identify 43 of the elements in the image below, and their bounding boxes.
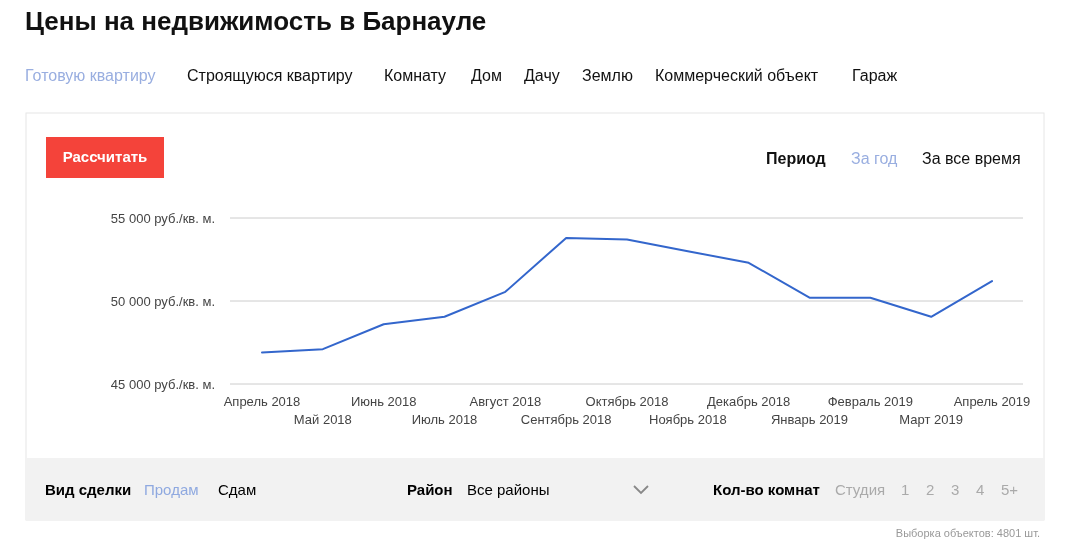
text: Комнату xyxy=(384,67,447,84)
x-tick-label: Март 2019 xyxy=(899,412,963,427)
text: Студия xyxy=(835,481,886,498)
calculate-button: Рассчитать xyxy=(46,137,164,178)
text: Дом xyxy=(471,67,502,84)
x-tick-label: Апрель 2018 xyxy=(223,394,301,409)
text: Готовую квартиру xyxy=(25,67,156,84)
text: Кол-во комнат xyxy=(713,481,820,498)
text: 3 xyxy=(951,481,960,498)
text: Период xyxy=(766,150,826,167)
x-tick-label: Август 2018 xyxy=(469,394,542,409)
y-tick-label: 45 000 руб./кв. м. xyxy=(110,376,215,392)
x-tick-label: Ноябрь 2018 xyxy=(649,412,727,427)
x-tick-label: Сентябрь 2018 xyxy=(520,412,612,427)
text: Выборка объектов: 4801 шт. xyxy=(895,527,1040,539)
text: За все время xyxy=(922,150,1021,167)
text: Дачу xyxy=(524,67,560,84)
text: Все районы xyxy=(467,481,550,498)
text: Вид сделки xyxy=(45,481,132,498)
text: Землю xyxy=(582,67,633,84)
x-tick-label: Июнь 2018 xyxy=(350,394,417,409)
x-tick-label: Май 2018 xyxy=(293,412,352,427)
chart-title: Цены на недвижимость в Барнауле xyxy=(25,6,487,36)
x-tick-label: Октябрь 2018 xyxy=(585,394,669,409)
x-tick-label: Январь 2019 xyxy=(770,412,849,427)
x-tick-label: Апрель 2019 xyxy=(953,394,1031,409)
x-tick-label: Июль 2018 xyxy=(411,412,478,427)
y-tick-label: 50 000 руб./кв. м. xyxy=(110,293,215,309)
y-tick-label: 55 000 руб./кв. м. xyxy=(110,210,215,226)
text: Гараж xyxy=(852,67,898,84)
text: За год xyxy=(851,150,899,167)
line-series xyxy=(261,236,993,354)
text: Строящуюся квартиру xyxy=(187,67,353,84)
x-tick-label: Февраль 2019 xyxy=(827,394,914,409)
text: Коммерческий объект xyxy=(655,67,819,84)
text: 4 xyxy=(976,481,985,498)
text: Сдам xyxy=(218,481,257,498)
text: 1 xyxy=(901,481,910,498)
text: 2 xyxy=(926,481,935,498)
text: Продам xyxy=(144,481,199,498)
text: Район xyxy=(407,481,453,498)
text: 5+ xyxy=(1001,481,1019,498)
x-tick-label: Декабрь 2018 xyxy=(707,394,791,409)
